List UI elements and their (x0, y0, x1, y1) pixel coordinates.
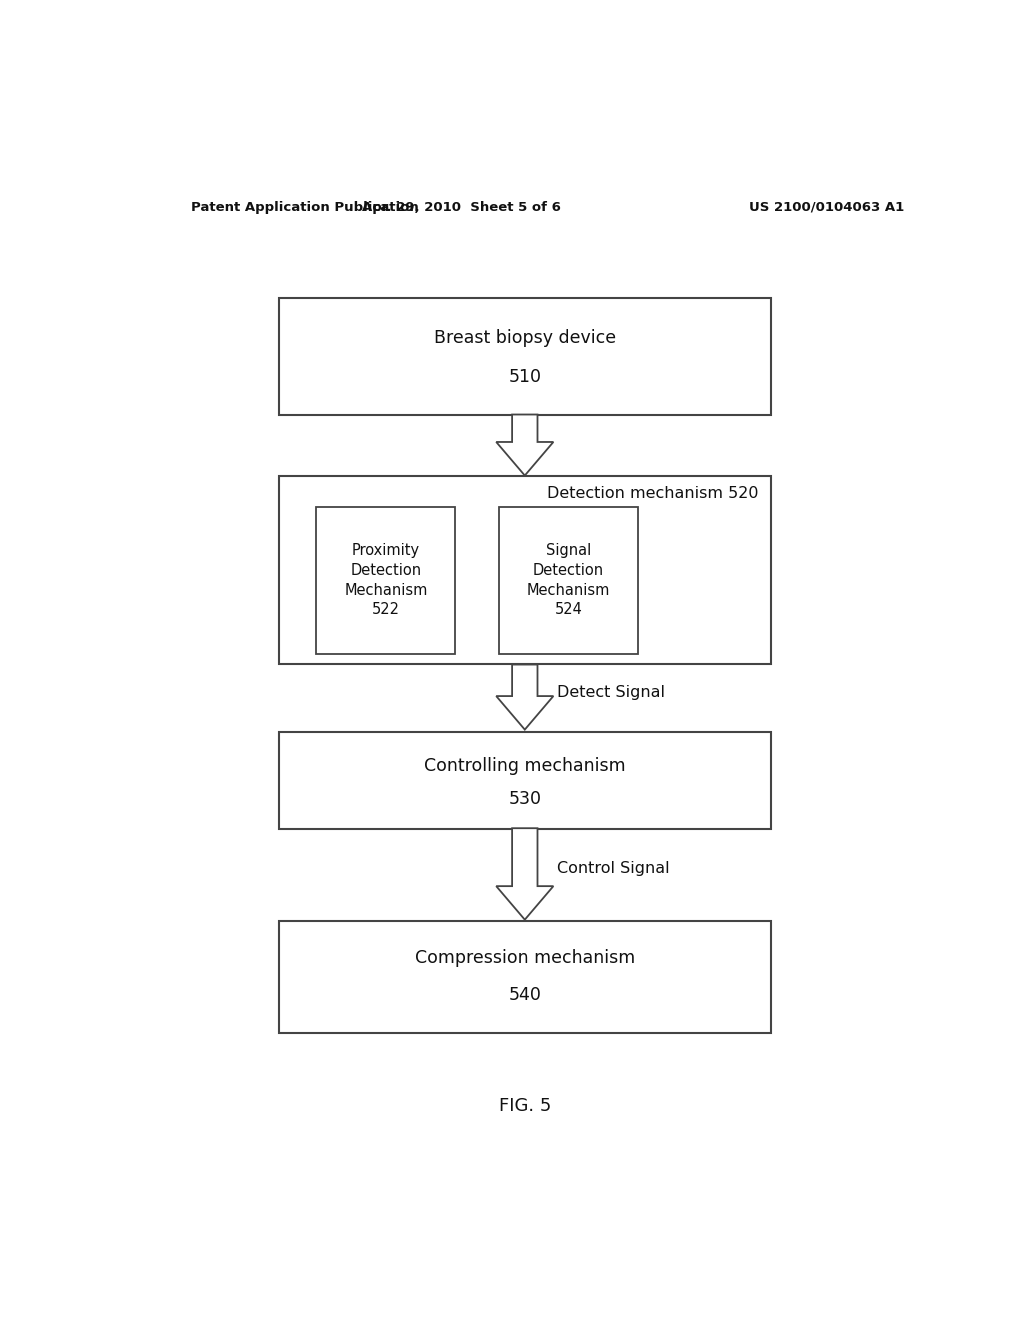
Bar (279, 298, 771, 414)
Text: Compression mechanism: Compression mechanism (415, 949, 635, 968)
Text: Controlling mechanism: Controlling mechanism (424, 758, 626, 775)
Bar (279, 477, 771, 664)
Bar (279, 733, 771, 829)
Text: FIG. 5: FIG. 5 (499, 1097, 551, 1114)
Text: 530: 530 (508, 789, 542, 808)
Text: Detect Signal: Detect Signal (557, 685, 665, 700)
Text: 510: 510 (508, 368, 542, 385)
Text: US 2100/0104063 A1: US 2100/0104063 A1 (749, 201, 904, 214)
Polygon shape (497, 828, 553, 920)
Text: Detection mechanism 520: Detection mechanism 520 (548, 486, 759, 502)
Text: Apr. 29, 2010  Sheet 5 of 6: Apr. 29, 2010 Sheet 5 of 6 (361, 201, 561, 214)
Text: Signal
Detection
Mechanism
524: Signal Detection Mechanism 524 (526, 543, 610, 618)
Text: Control Signal: Control Signal (557, 862, 669, 876)
Text: Patent Application Publication: Patent Application Publication (191, 201, 419, 214)
Text: Proximity
Detection
Mechanism
522: Proximity Detection Mechanism 522 (344, 543, 428, 618)
Polygon shape (497, 414, 553, 475)
Text: Breast biopsy device: Breast biopsy device (434, 329, 615, 347)
Bar (499, 507, 638, 653)
Polygon shape (497, 664, 553, 730)
Bar (316, 507, 456, 653)
Text: 540: 540 (508, 986, 542, 1005)
Bar (279, 921, 771, 1032)
